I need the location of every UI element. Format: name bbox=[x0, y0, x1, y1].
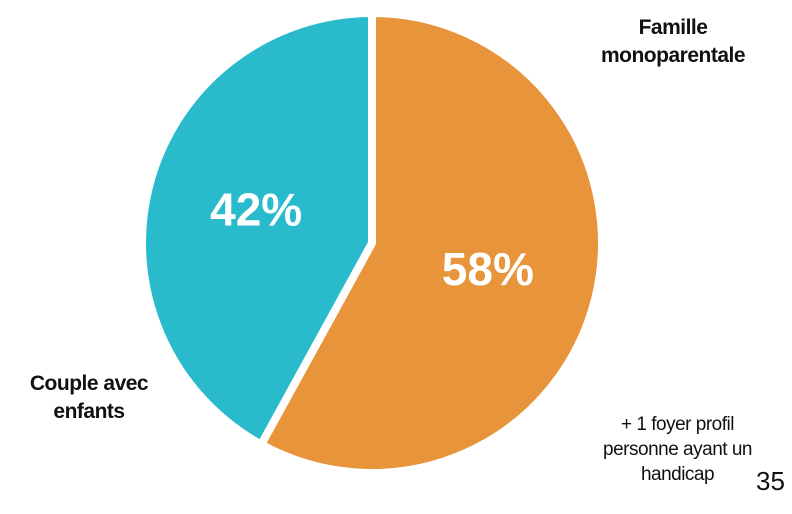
slice-label: Couple avec enfants bbox=[29, 372, 149, 423]
value-label: 58% bbox=[442, 243, 534, 295]
pie-slice bbox=[138, 8, 376, 450]
page-number: 35 bbox=[756, 466, 785, 496]
note: + 1 foyer profil personne ayant un handi… bbox=[603, 414, 752, 485]
pie-slice bbox=[255, 8, 606, 477]
value-label: 42% bbox=[210, 183, 302, 235]
slice-label: Famille monoparentale bbox=[600, 16, 746, 67]
